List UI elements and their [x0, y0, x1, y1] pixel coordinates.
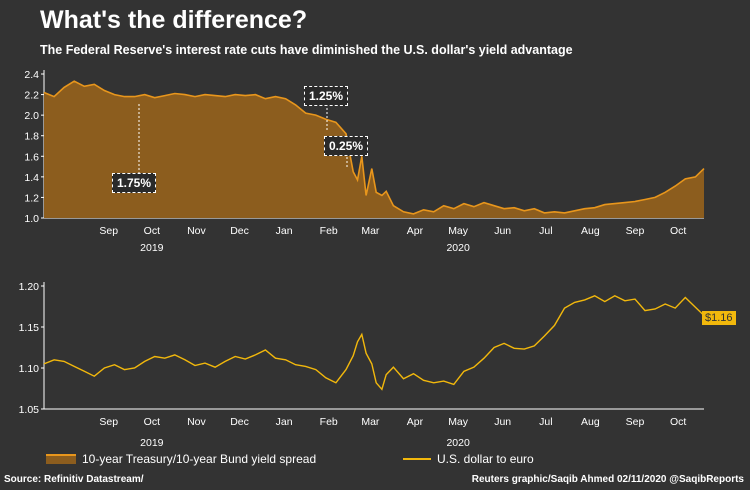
x-tick-label-0: Jun: [494, 225, 511, 237]
x-tick-label-0: Dec: [230, 225, 249, 237]
x-tick-label-1: Oct: [670, 416, 686, 428]
x-tick-label-1: Aug: [581, 416, 600, 428]
year-label-0: 2020: [446, 242, 470, 254]
x-tick-label-0: Aug: [581, 225, 600, 237]
x-tick-label-0: Oct: [670, 225, 686, 237]
y-tick-label-0: 2.2: [24, 90, 39, 102]
year-label-1: 2020: [446, 437, 470, 449]
x-tick-label-0: Sep: [99, 225, 118, 237]
x-tick-label-1: Oct: [144, 416, 160, 428]
y-tick-label-1: 1.20: [19, 281, 40, 293]
legend-label-fx: U.S. dollar to euro: [437, 452, 534, 466]
spread-area: [44, 81, 704, 218]
x-tick-label-1: Sep: [99, 416, 118, 428]
y-tick-label-0: 1.0: [24, 213, 39, 225]
x-tick-label-1: Dec: [230, 416, 249, 428]
y-tick-label-1: 1.10: [19, 363, 40, 375]
x-tick-label-1: Feb: [320, 416, 338, 428]
x-tick-label-0: Sep: [626, 225, 645, 237]
legend-item-fx: U.S. dollar to euro: [403, 452, 534, 466]
y-tick-label-0: 2.4: [24, 69, 39, 81]
y-tick-label-0: 1.8: [24, 131, 39, 143]
legend-swatch-area: [46, 454, 76, 464]
x-tick-label-1: Jun: [494, 416, 511, 428]
year-label-0: 2019: [140, 242, 164, 254]
x-tick-label-1: May: [448, 416, 469, 428]
x-tick-label-1: Sep: [626, 416, 645, 428]
x-tick-label-1: Jan: [276, 416, 293, 428]
annotation-rate-1-75: 1.75%: [112, 173, 157, 193]
legend-label-spread: 10-year Treasury/10-year Bund yield spre…: [82, 452, 317, 466]
last-value-label: $1.16: [702, 311, 736, 325]
chart-subtitle: The Federal Reserve's interest rate cuts…: [40, 43, 573, 57]
y-tick-label-1: 1.05: [19, 404, 40, 416]
annotation-rate-0-25: 0.25%: [324, 136, 369, 156]
x-tick-label-1: Apr: [407, 416, 424, 428]
x-tick-label-0: Apr: [407, 225, 424, 237]
x-tick-label-0: Nov: [187, 225, 206, 237]
legend-swatch-line: [403, 458, 431, 460]
x-tick-label-0: Jan: [276, 225, 293, 237]
annotation-rate-1-25: 1.25%: [304, 86, 349, 106]
y-tick-label-0: 2.0: [24, 110, 39, 122]
legend-item-spread: 10-year Treasury/10-year Bund yield spre…: [46, 452, 316, 466]
x-tick-label-0: Jul: [539, 225, 552, 237]
year-label-1: 2019: [140, 437, 164, 449]
x-tick-label-1: Jul: [539, 416, 552, 428]
x-tick-label-0: Oct: [144, 225, 160, 237]
credit-note: Reuters graphic/Saqib Ahmed 02/11/2020 @…: [471, 474, 744, 485]
x-tick-label-0: May: [448, 225, 469, 237]
spread-line: [43, 80, 705, 215]
y-tick-label-1: 1.15: [19, 322, 40, 334]
y-tick-label-0: 1.6: [24, 151, 39, 163]
x-tick-label-0: Mar: [361, 225, 380, 237]
fx-line: [43, 295, 705, 391]
x-tick-label-1: Mar: [361, 416, 380, 428]
x-tick-label-1: Nov: [187, 416, 206, 428]
x-tick-label-0: Feb: [320, 225, 338, 237]
chart-title: What's the difference?: [40, 6, 308, 34]
y-tick-label-0: 1.2: [24, 192, 39, 204]
source-note: Source: Refinitiv Datastream/: [4, 474, 144, 485]
y-tick-label-0: 1.4: [24, 172, 39, 184]
